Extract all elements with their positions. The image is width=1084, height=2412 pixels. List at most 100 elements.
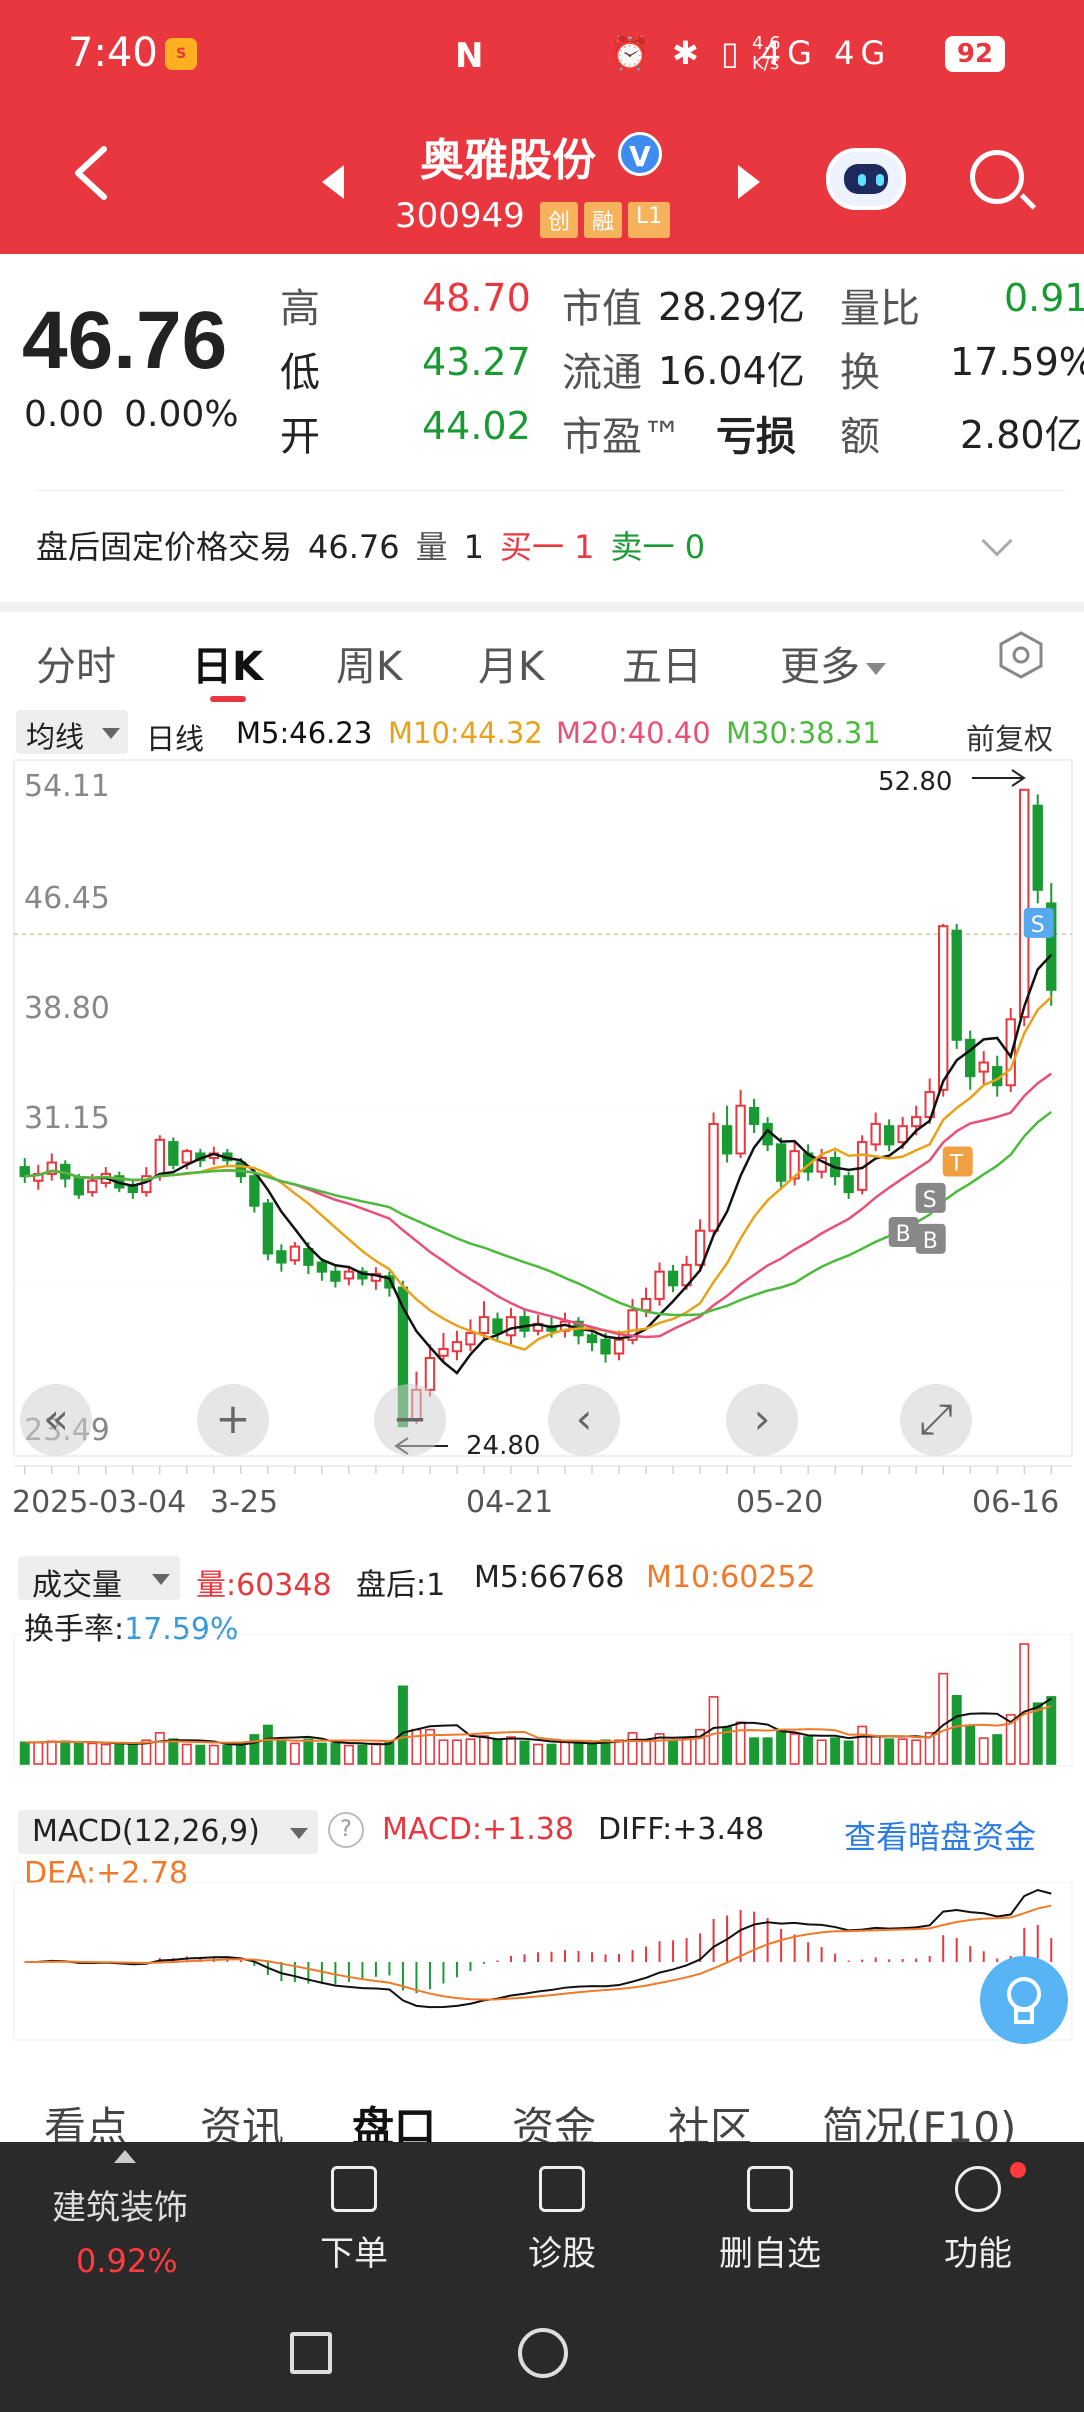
tab-funds[interactable]: 资金 bbox=[512, 2103, 597, 2142]
volume-chart[interactable] bbox=[0, 1634, 1084, 1784]
tab-news[interactable]: 资讯 bbox=[200, 2103, 285, 2142]
candle-body bbox=[46, 1161, 57, 1175]
macd-select-dropdown[interactable]: MACD(12,26,9) bbox=[18, 1810, 318, 1854]
kline-chart[interactable]: 54.11 46.45 38.80 31.15 23.49 52.80 24.8… bbox=[0, 756, 1084, 1556]
marker-text: B bbox=[923, 1229, 938, 1254]
marker-badge bbox=[888, 1217, 919, 1248]
next-stock-arrow-icon[interactable] bbox=[738, 165, 760, 199]
order-button[interactable]: 下单 bbox=[274, 2166, 434, 2275]
volume-select-dropdown[interactable]: 成交量 bbox=[18, 1556, 180, 1603]
marker-text: S bbox=[1031, 913, 1045, 938]
volume-bar bbox=[411, 1728, 422, 1765]
volume-bar bbox=[195, 1744, 206, 1765]
help-icon[interactable]: ? bbox=[328, 1812, 364, 1848]
tab-intraday[interactable]: 分时 bbox=[36, 644, 116, 690]
volume-bar bbox=[505, 1736, 516, 1765]
net-speed: 4.6 K/s bbox=[752, 33, 781, 74]
low-value: 43.27 bbox=[422, 340, 531, 384]
pe-value: 亏损 bbox=[716, 414, 796, 460]
recent-apps-icon[interactable] bbox=[290, 2332, 332, 2374]
volume-bar bbox=[816, 1739, 827, 1765]
ma-select-dropdown[interactable]: 均线 bbox=[16, 710, 128, 754]
x-label-0: 2025-03-04 bbox=[12, 1485, 186, 1520]
search-icon[interactable] bbox=[970, 150, 1024, 204]
candle-body bbox=[316, 1261, 328, 1273]
tab-community[interactable]: 社区 bbox=[668, 2103, 753, 2142]
dark-pool-link[interactable]: 查看暗盘资金 bbox=[844, 1818, 1037, 1856]
volume-bar bbox=[924, 1732, 935, 1765]
tab-highlights[interactable]: 看点 bbox=[44, 2103, 129, 2142]
after-hours-row[interactable]: 盘后固定价格交易 46.76 量 1 买一 1 卖一 0 bbox=[36, 522, 721, 568]
volume-bar bbox=[978, 1737, 989, 1765]
adjust-label[interactable]: 前复权 bbox=[966, 722, 1054, 756]
open-value: 44.02 bbox=[422, 404, 531, 448]
settings-hexagon-icon[interactable] bbox=[996, 630, 1046, 680]
x-label-2: 04-21 bbox=[466, 1485, 553, 1520]
volume-bar bbox=[830, 1737, 841, 1765]
marker-badge bbox=[915, 1223, 946, 1254]
volume-bar bbox=[911, 1739, 922, 1765]
macd-select-label: MACD(12,26,9) bbox=[32, 1814, 260, 1849]
kline-gridlines bbox=[14, 759, 1072, 1457]
x-label-4: 06-16 bbox=[972, 1485, 1059, 1520]
volume-bar bbox=[276, 1740, 287, 1765]
ma20-label: M20:40.40 bbox=[556, 716, 711, 750]
expand-up-icon[interactable] bbox=[114, 2150, 136, 2163]
volume-bar bbox=[1032, 1702, 1043, 1765]
marker-text: B bbox=[896, 1222, 911, 1247]
status-time: 7:40 bbox=[68, 30, 158, 76]
diagnose-button[interactable]: 诊股 bbox=[482, 2166, 642, 2275]
lightbulb-icon[interactable] bbox=[980, 1956, 1068, 2044]
after-hours-label: 盘后固定价格交易 bbox=[36, 528, 293, 566]
scroll-left-fast-icon[interactable]: « bbox=[20, 1384, 92, 1456]
sector-name[interactable]: 建筑装饰 bbox=[52, 2188, 188, 2228]
max-price-label: 52.80 bbox=[878, 767, 952, 797]
volume-bar bbox=[843, 1740, 854, 1765]
ai-robot-icon[interactable] bbox=[826, 148, 906, 210]
candle-body bbox=[492, 1318, 503, 1335]
back-arrow-icon[interactable] bbox=[70, 145, 116, 201]
prev-stock-arrow-icon[interactable] bbox=[322, 165, 344, 199]
home-icon[interactable] bbox=[518, 2328, 568, 2378]
ma30-label: M30:38.31 bbox=[726, 716, 881, 750]
diff-line bbox=[24, 1888, 1052, 2009]
tab-f10[interactable]: 简况(F10) bbox=[822, 2103, 1017, 2142]
functions-button[interactable]: 功能 bbox=[898, 2166, 1058, 2275]
tag-rong: 融 bbox=[584, 202, 623, 238]
tab-daily-k[interactable]: 日K bbox=[192, 644, 263, 690]
macd-chart[interactable] bbox=[0, 1882, 1084, 2042]
change-value: 0.00 bbox=[24, 394, 105, 435]
quote-panel: 46.76 0.00 0.00% 高 48.70 低 43.27 开 44.02 … bbox=[0, 254, 1084, 602]
zoom-in-icon[interactable]: + bbox=[197, 1384, 269, 1456]
candle-body bbox=[181, 1150, 193, 1164]
marker-badge bbox=[942, 1146, 973, 1177]
volume-bar bbox=[587, 1743, 598, 1765]
scroll-left-icon[interactable]: ‹ bbox=[548, 1384, 620, 1456]
zoom-out-icon[interactable]: − bbox=[374, 1384, 446, 1456]
remove-watchlist-label: 删自选 bbox=[719, 2234, 821, 2274]
remove-watchlist-button[interactable]: 删自选 bbox=[690, 2166, 850, 2275]
tab-weekly-k[interactable]: 周K bbox=[336, 644, 403, 690]
tab-monthly-k[interactable]: 月K bbox=[478, 644, 545, 690]
chevron-down-icon[interactable] bbox=[981, 525, 1013, 557]
candle-body bbox=[235, 1161, 247, 1178]
mcap-label: 市值 bbox=[562, 286, 642, 332]
volume-bar bbox=[208, 1744, 219, 1765]
verified-icon: V bbox=[618, 132, 662, 176]
fullscreen-icon[interactable]: ⤢ bbox=[900, 1384, 972, 1456]
candle-body bbox=[1046, 902, 1057, 991]
volume-m10: M10:60252 bbox=[646, 1560, 816, 1595]
scroll-right-icon[interactable]: › bbox=[726, 1384, 798, 1456]
float-value: 16.04亿 bbox=[658, 349, 805, 393]
volume-bar bbox=[438, 1739, 449, 1765]
sector-change: 0.92% bbox=[76, 2242, 178, 2280]
tab-more-label: 更多 bbox=[780, 644, 860, 690]
tab-order-book[interactable]: 盘口 bbox=[352, 2103, 437, 2142]
volume-bar bbox=[681, 1737, 692, 1765]
volume-bar bbox=[776, 1728, 787, 1765]
last-price: 46.76 bbox=[22, 295, 228, 386]
status-bar: 7:40 S N ⏰ ✱ ▯ 4G 4G 4.6 K/s 92 bbox=[0, 0, 1084, 110]
tab-five-day[interactable]: 五日 bbox=[622, 644, 702, 690]
tab-more[interactable]: 更多 bbox=[780, 634, 886, 692]
candle-body bbox=[586, 1334, 598, 1344]
